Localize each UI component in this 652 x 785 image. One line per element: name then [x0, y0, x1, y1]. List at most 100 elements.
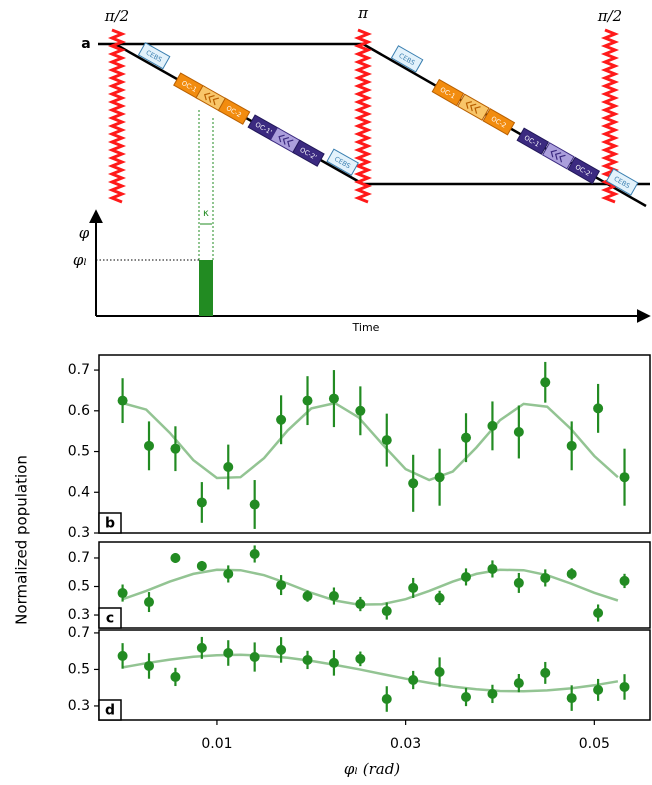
pulse-box: CEBS — [137, 42, 171, 70]
data-point — [328, 591, 339, 602]
panel-label: d — [105, 703, 115, 719]
data-point — [196, 642, 207, 653]
y-tick-label: 0.7 — [68, 625, 90, 641]
box — [137, 42, 171, 70]
y-tick-label: 0.7 — [68, 550, 90, 566]
data-point — [144, 660, 155, 671]
phase-level-label: φₗ — [73, 251, 87, 269]
data-point — [566, 440, 577, 451]
y-tick-label: 0.5 — [68, 578, 90, 594]
x-tick-label: 0.03 — [390, 736, 421, 752]
panel-label-box — [98, 607, 122, 629]
pulse-box: CEBS — [390, 45, 424, 73]
pulse-box — [457, 93, 490, 121]
y-tick-label: 0.3 — [68, 607, 90, 623]
pulse-box: CEBS — [605, 168, 639, 196]
pulse-box: OC-1 — [431, 78, 465, 107]
data-point — [170, 552, 181, 563]
y-tick-label: 0.5 — [68, 444, 90, 460]
y-tick-label: 0.3 — [68, 698, 90, 714]
data-point — [408, 675, 419, 686]
box — [457, 93, 490, 121]
data-point — [461, 571, 472, 582]
box — [326, 148, 359, 176]
box — [516, 127, 550, 155]
data-point — [408, 478, 419, 489]
panel-label-box — [98, 512, 122, 534]
data-point — [381, 694, 392, 705]
data-point — [461, 432, 472, 443]
panel-label: c — [106, 611, 114, 627]
panel-label: a — [81, 36, 90, 52]
data-point — [117, 588, 128, 599]
pulse-label: π/2 — [104, 7, 129, 25]
plot-frame — [98, 354, 651, 534]
data-point — [223, 648, 234, 659]
kappa-label: κ — [203, 208, 209, 219]
box — [431, 78, 465, 107]
data-point — [513, 426, 524, 437]
data-point — [276, 644, 287, 655]
phase-axis-label: φ — [79, 224, 90, 242]
data-point — [540, 667, 551, 678]
data-point — [355, 405, 366, 416]
data-point — [566, 568, 577, 579]
pulse-box: OC-1' — [516, 127, 550, 155]
data-point — [619, 472, 630, 483]
panel-label-box — [98, 699, 122, 721]
data-point — [196, 560, 207, 571]
data-point — [593, 684, 604, 695]
box — [292, 139, 325, 167]
data-point — [302, 395, 313, 406]
data-point — [328, 393, 339, 404]
sequence-diagram: a π/2 π π/2 κ φ φₗ Time CEBSOC-1OC-2OC-1… — [73, 4, 651, 334]
y-tick-label: 0.4 — [68, 484, 90, 500]
data-point — [461, 691, 472, 702]
data-point — [196, 497, 207, 508]
data-point — [566, 693, 577, 704]
data-point — [593, 403, 604, 414]
data-point — [144, 440, 155, 451]
box — [217, 97, 251, 125]
pulse-box: OC-2' — [567, 156, 601, 185]
y-tick-label: 0.5 — [68, 661, 90, 677]
data-point — [513, 678, 524, 689]
box — [567, 156, 601, 185]
pulse-box: OC-1' — [247, 114, 281, 142]
plot-frame — [98, 629, 651, 721]
data-point — [540, 377, 551, 388]
pulse-label: π — [357, 4, 369, 22]
data-point — [223, 568, 234, 579]
data-point — [355, 653, 366, 664]
y-tick-label: 0.7 — [68, 362, 90, 378]
time-axis-label: Time — [352, 321, 380, 334]
data-point — [302, 654, 313, 665]
data-point — [276, 414, 287, 425]
data-point — [117, 395, 128, 406]
data-point — [434, 472, 445, 483]
pulse-box: OC-2 — [217, 97, 251, 125]
laser-pulse — [353, 28, 373, 204]
data-point — [276, 580, 287, 591]
pulse-box: OC-2 — [482, 108, 516, 136]
x-axis-label: φₗ (rad) — [344, 760, 400, 778]
data-point — [513, 577, 524, 588]
data-point — [487, 420, 498, 431]
data-point — [487, 688, 498, 699]
y-tick-label: 0.3 — [68, 525, 90, 541]
pulse-box: OC-2' — [292, 139, 325, 167]
box — [482, 108, 516, 136]
data-point — [381, 606, 392, 617]
pulse-box — [541, 142, 575, 170]
pulse-label: π/2 — [597, 7, 622, 25]
fit-line — [122, 568, 619, 606]
data-point — [434, 666, 445, 677]
y-tick-label: 0.6 — [68, 403, 90, 419]
fit-line — [122, 401, 619, 482]
pulse-box: CEBS — [326, 148, 359, 176]
box — [605, 168, 639, 196]
data-point — [487, 563, 498, 574]
data-point — [249, 548, 260, 559]
chevron — [278, 134, 294, 148]
